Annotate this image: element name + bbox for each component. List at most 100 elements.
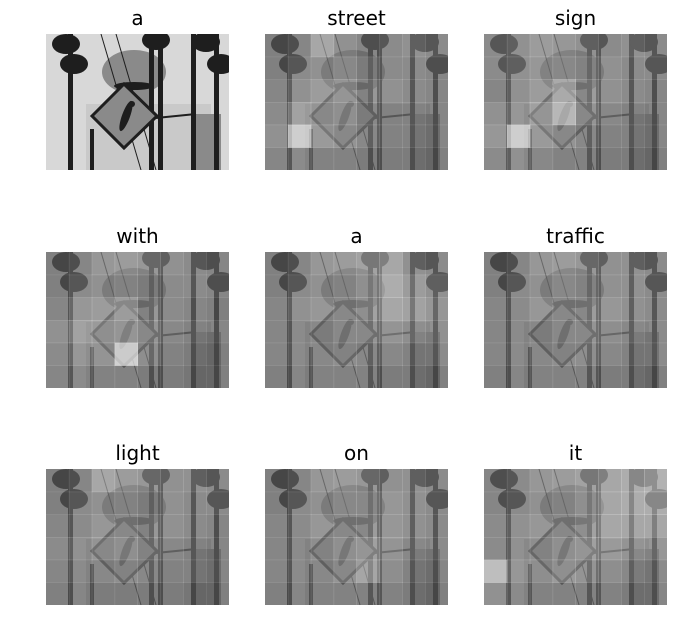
attention-cell (484, 537, 508, 561)
attention-cell (183, 559, 207, 583)
attention-cell (402, 147, 426, 170)
attention-cell (379, 365, 403, 388)
attention-cell (183, 274, 207, 298)
attention-cell (379, 297, 403, 321)
attention-cell (356, 56, 380, 80)
attention-cell (356, 274, 380, 298)
attention-cell (402, 491, 426, 515)
attention-cell (552, 274, 577, 298)
attention-cell (160, 582, 184, 605)
attention-cell (160, 365, 184, 388)
attention-cell (91, 365, 116, 388)
attention-cell (160, 297, 184, 321)
attention-cell (644, 537, 667, 561)
attention-cell (356, 365, 380, 388)
attention-cell (552, 102, 577, 126)
attention-cell (114, 469, 139, 493)
attention-cell (425, 79, 448, 103)
attention-cell (206, 514, 229, 538)
attention-cell (379, 124, 403, 148)
attention-cell (506, 79, 531, 103)
attention-cell (310, 514, 335, 538)
attention-cell (265, 365, 289, 388)
attention-cell (402, 79, 426, 103)
attention-cell (333, 537, 358, 561)
attention-cell (484, 79, 508, 103)
attention-cell (484, 342, 508, 366)
attention-cell (644, 274, 667, 298)
attention-cell (529, 56, 554, 80)
attention-cell (379, 491, 403, 515)
attention-cell (114, 491, 139, 515)
attention-cell (68, 559, 93, 583)
attention-cell (379, 147, 403, 170)
attention-cell (68, 514, 93, 538)
attention-cell (621, 342, 645, 366)
attention-cell (506, 491, 531, 515)
attention-cell (114, 365, 139, 388)
attention-cell (506, 252, 531, 276)
attention-cell (402, 297, 426, 321)
attention-cell (137, 320, 161, 344)
attention-cell (379, 537, 403, 561)
attention-cell (137, 537, 161, 561)
attention-cell (402, 124, 426, 148)
attention-cell (506, 102, 531, 126)
attention-cell (506, 514, 531, 538)
attention-cell (310, 491, 335, 515)
attention-cell (621, 124, 645, 148)
attention-cell (379, 252, 403, 276)
attention-cell (46, 297, 70, 321)
attention-cell (425, 297, 448, 321)
attention-cell (265, 102, 289, 126)
attention-cell (206, 469, 229, 493)
attention-cell (310, 56, 335, 80)
attention-cell (114, 252, 139, 276)
attention-cell (183, 514, 207, 538)
attention-cell (529, 342, 554, 366)
attention-cell (68, 582, 93, 605)
attention-cell (356, 34, 380, 58)
attention-cell (333, 56, 358, 80)
attention-cell (644, 365, 667, 388)
attention-cell (575, 537, 599, 561)
attention-cell (137, 297, 161, 321)
attention-cell (379, 582, 403, 605)
attention-cell (46, 365, 70, 388)
attention-cell (402, 365, 426, 388)
attention-cell (402, 34, 426, 58)
attention-cell (379, 79, 403, 103)
attention-cell (310, 297, 335, 321)
attention-cell (183, 469, 207, 493)
attention-cell (356, 469, 380, 493)
attention-cell (621, 79, 645, 103)
attention-cell (91, 252, 116, 276)
attention-cell (484, 514, 508, 538)
attention-cell (621, 559, 645, 583)
attention-cell (114, 342, 139, 366)
attention-cell (265, 252, 289, 276)
attention-cell (644, 252, 667, 276)
attention-cell (333, 365, 358, 388)
attention-cell (91, 342, 116, 366)
attention-cell (402, 559, 426, 583)
attention-cell (287, 252, 312, 276)
attention-cell (529, 537, 554, 561)
attention-cell (46, 252, 70, 276)
attention-cell (183, 342, 207, 366)
attention-cell (137, 514, 161, 538)
attention-cell (333, 252, 358, 276)
attention-cell (575, 102, 599, 126)
attention-cell (160, 469, 184, 493)
attention-cell (598, 102, 622, 126)
attention-cell (621, 56, 645, 80)
attention-cell (46, 537, 70, 561)
attention-cell (425, 582, 448, 605)
attention-cell (160, 342, 184, 366)
attention-cell (310, 320, 335, 344)
attention-cell (425, 469, 448, 493)
attention-cell (621, 147, 645, 170)
attention-cell (137, 469, 161, 493)
attention-cell (575, 342, 599, 366)
attention-cell (425, 102, 448, 126)
